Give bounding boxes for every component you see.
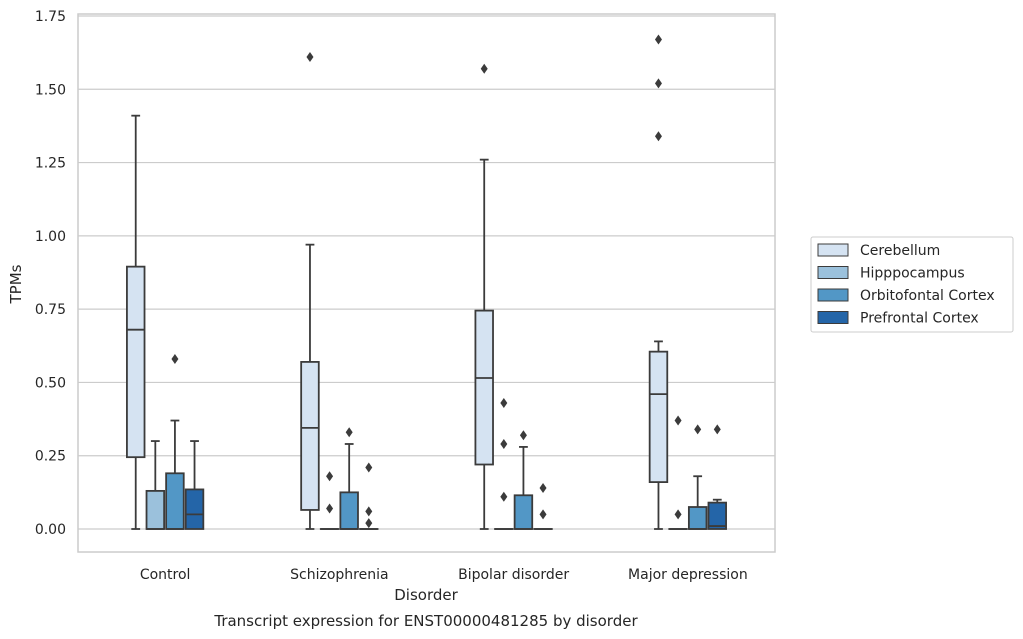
outlier-point [306, 52, 314, 63]
y-tick-label: 0.50 [35, 375, 66, 391]
outlier-point [365, 462, 373, 473]
box-iqr [707, 501, 727, 530]
box-iqr [184, 488, 205, 530]
legend-swatch [817, 288, 849, 302]
box-prefrontal-cortex [707, 424, 727, 530]
y-tick-label: 1.25 [35, 156, 66, 172]
box-hipppocampus [668, 415, 688, 530]
chart-caption: Transcript expression for ENST0000048128… [213, 612, 638, 630]
x-axis-label: Disorder [394, 586, 458, 604]
box-iqr [474, 309, 494, 466]
y-tick-label: 0.25 [35, 449, 66, 465]
box-hipppocampus [494, 397, 514, 530]
x-axis-ticks: Control Schizophrenia Bipolar disorder Majo… [140, 567, 748, 583]
box-iqr [513, 494, 534, 530]
outlier-point [171, 353, 179, 364]
legend-label: Orbitofontal Cortex [860, 288, 995, 304]
legend-swatch [817, 266, 849, 279]
outlier-point [365, 518, 373, 529]
x-tick-label: Major depression [628, 567, 748, 583]
legend-swatch [817, 311, 849, 324]
y-tick-label: 0.75 [35, 302, 66, 318]
y-tick-label: 1.50 [35, 82, 66, 98]
box-orbitofontal-cortex [513, 430, 534, 530]
outlier-point [539, 509, 547, 520]
box-series [126, 34, 727, 530]
outlier-point [539, 482, 547, 493]
box-orbitofontal-cortex [165, 353, 185, 530]
outlier-point [674, 415, 682, 426]
outlier-point [326, 503, 334, 514]
outlier-point [654, 78, 662, 89]
box-prefrontal-cortex [533, 482, 553, 530]
box-prefrontal-cortex [359, 462, 379, 530]
outlier-point [365, 506, 373, 517]
y-tick-label: 1.75 [35, 9, 66, 25]
box-iqr [687, 506, 708, 530]
legend-label: Hipppocampus [860, 266, 965, 282]
legend: Cerebellum Hipppocampus Orbitofontal Corte… [810, 236, 1014, 333]
legend-label: Prefrontal Cortex [860, 311, 979, 327]
legend-frame [810, 236, 1014, 333]
box-orbitofontal-cortex [339, 427, 359, 530]
outlier-point [480, 63, 488, 74]
x-tick-label: Schizophrenia [290, 567, 388, 583]
outlier-point [713, 424, 721, 435]
box-hipppocampus [145, 440, 166, 530]
box-orbitofontal-cortex [687, 424, 708, 530]
legend-swatch [817, 243, 849, 257]
box-cerebellum [474, 63, 494, 530]
outlier-point [519, 430, 527, 441]
box-cerebellum [126, 114, 146, 530]
y-tick-label: 1.00 [35, 229, 66, 245]
box-iqr [300, 361, 320, 511]
outlier-point [345, 427, 353, 438]
box-iqr [165, 472, 185, 530]
box-iqr [648, 350, 669, 483]
box-iqr [339, 491, 359, 530]
box-cerebellum [648, 34, 669, 530]
y-tick-label: 0.00 [35, 522, 66, 538]
outlier-point [500, 397, 508, 408]
legend-entries: Cerebellum Hipppocampus Orbitofontal Corte… [817, 243, 995, 327]
x-tick-label: Control [140, 567, 191, 583]
outlier-point [500, 438, 508, 449]
box-hipppocampus [319, 471, 340, 530]
y-axis-label: TPMs [7, 264, 25, 304]
outlier-point [654, 34, 662, 45]
outlier-point [654, 131, 662, 142]
box-prefrontal-cortex [184, 440, 205, 530]
y-axis-ticks: 0.00 0.25 0.50 0.75 1.00 1.25 1.50 1.75 [35, 9, 66, 538]
box-cerebellum [300, 52, 320, 530]
outlier-point [674, 509, 682, 520]
legend-label: Cerebellum [860, 243, 940, 259]
plot-area-background [77, 13, 776, 553]
outlier-point [500, 491, 508, 502]
box-iqr [145, 489, 166, 530]
x-tick-label: Bipolar disorder [458, 567, 569, 583]
outlier-point [694, 424, 702, 435]
outlier-point [326, 471, 334, 482]
box-iqr [126, 265, 146, 459]
